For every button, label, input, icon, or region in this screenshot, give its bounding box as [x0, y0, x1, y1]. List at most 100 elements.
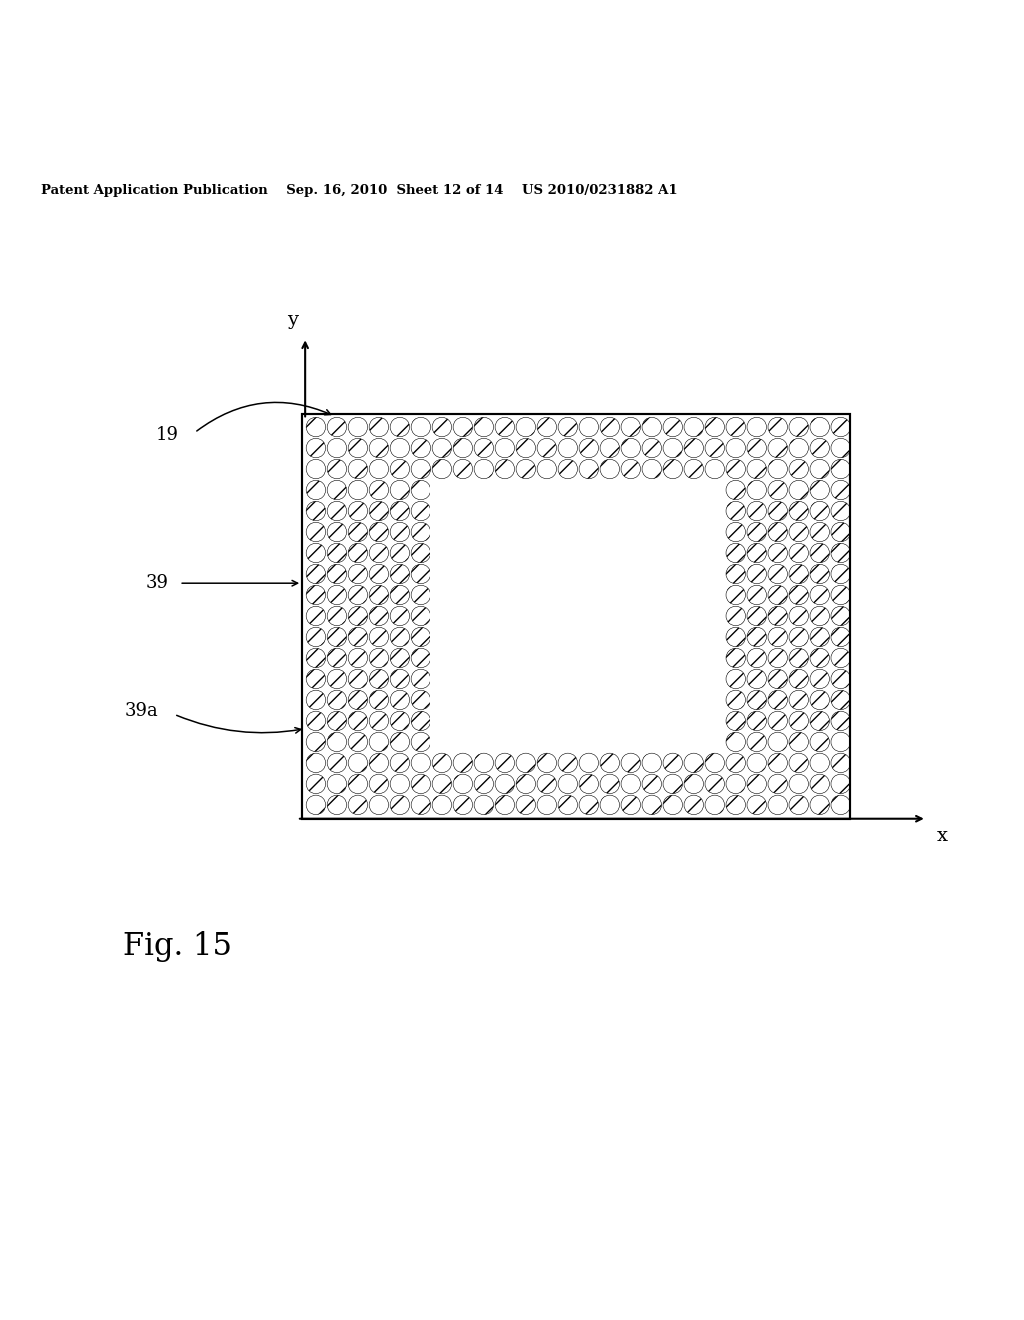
- Ellipse shape: [748, 459, 767, 479]
- Ellipse shape: [748, 648, 767, 668]
- Ellipse shape: [348, 438, 368, 458]
- Ellipse shape: [328, 648, 346, 668]
- Ellipse shape: [684, 438, 703, 458]
- Ellipse shape: [810, 711, 829, 731]
- Ellipse shape: [454, 459, 473, 479]
- Ellipse shape: [306, 690, 326, 710]
- Ellipse shape: [370, 648, 389, 668]
- Ellipse shape: [831, 459, 851, 479]
- Ellipse shape: [810, 459, 829, 479]
- Ellipse shape: [664, 774, 683, 793]
- Text: 39a: 39a: [125, 702, 159, 721]
- Ellipse shape: [748, 480, 767, 500]
- Ellipse shape: [726, 480, 745, 500]
- Text: y: y: [288, 312, 298, 329]
- Ellipse shape: [348, 459, 368, 479]
- Ellipse shape: [768, 711, 787, 731]
- Ellipse shape: [790, 502, 809, 520]
- Ellipse shape: [306, 606, 326, 626]
- Ellipse shape: [664, 754, 683, 772]
- Ellipse shape: [412, 480, 431, 500]
- Ellipse shape: [370, 733, 389, 751]
- Ellipse shape: [370, 544, 389, 562]
- Ellipse shape: [348, 544, 368, 562]
- Ellipse shape: [348, 417, 368, 437]
- Ellipse shape: [748, 690, 767, 710]
- Ellipse shape: [348, 523, 368, 541]
- Ellipse shape: [328, 585, 346, 605]
- Ellipse shape: [748, 774, 767, 793]
- Ellipse shape: [810, 606, 829, 626]
- Ellipse shape: [748, 733, 767, 751]
- Ellipse shape: [810, 564, 829, 583]
- Ellipse shape: [642, 795, 662, 814]
- Ellipse shape: [306, 627, 326, 647]
- Ellipse shape: [306, 754, 326, 772]
- Ellipse shape: [768, 754, 787, 772]
- Ellipse shape: [831, 523, 851, 541]
- Ellipse shape: [412, 733, 431, 751]
- Ellipse shape: [726, 502, 745, 520]
- Ellipse shape: [390, 480, 410, 500]
- Ellipse shape: [768, 438, 787, 458]
- Ellipse shape: [454, 438, 473, 458]
- Ellipse shape: [328, 459, 346, 479]
- Ellipse shape: [496, 754, 515, 772]
- Ellipse shape: [748, 711, 767, 731]
- Ellipse shape: [810, 502, 829, 520]
- Ellipse shape: [370, 459, 389, 479]
- Ellipse shape: [496, 417, 515, 437]
- Ellipse shape: [432, 459, 452, 479]
- Ellipse shape: [748, 523, 767, 541]
- Ellipse shape: [684, 754, 703, 772]
- Ellipse shape: [664, 417, 683, 437]
- Ellipse shape: [810, 733, 829, 751]
- Text: Patent Application Publication    Sep. 16, 2010  Sheet 12 of 14    US 2010/02318: Patent Application Publication Sep. 16, …: [41, 183, 678, 197]
- Ellipse shape: [748, 606, 767, 626]
- Ellipse shape: [432, 795, 452, 814]
- Ellipse shape: [558, 774, 578, 793]
- Ellipse shape: [600, 459, 620, 479]
- Ellipse shape: [790, 544, 809, 562]
- Ellipse shape: [810, 690, 829, 710]
- Ellipse shape: [432, 774, 452, 793]
- Ellipse shape: [390, 669, 410, 689]
- Ellipse shape: [706, 417, 725, 437]
- Ellipse shape: [684, 774, 703, 793]
- Ellipse shape: [306, 459, 326, 479]
- Ellipse shape: [831, 627, 851, 647]
- Ellipse shape: [390, 754, 410, 772]
- Ellipse shape: [790, 480, 809, 500]
- Ellipse shape: [306, 438, 326, 458]
- Ellipse shape: [642, 754, 662, 772]
- Ellipse shape: [454, 774, 473, 793]
- Ellipse shape: [580, 438, 599, 458]
- Ellipse shape: [370, 669, 389, 689]
- Ellipse shape: [516, 774, 536, 793]
- Ellipse shape: [642, 459, 662, 479]
- Ellipse shape: [496, 438, 515, 458]
- Ellipse shape: [390, 648, 410, 668]
- Ellipse shape: [390, 564, 410, 583]
- Ellipse shape: [454, 795, 473, 814]
- Ellipse shape: [454, 754, 473, 772]
- Ellipse shape: [516, 459, 536, 479]
- Ellipse shape: [306, 523, 326, 541]
- Ellipse shape: [328, 754, 346, 772]
- Ellipse shape: [790, 733, 809, 751]
- Ellipse shape: [348, 795, 368, 814]
- Ellipse shape: [790, 606, 809, 626]
- Ellipse shape: [370, 627, 389, 647]
- Text: 39: 39: [146, 574, 169, 593]
- Ellipse shape: [370, 564, 389, 583]
- Ellipse shape: [328, 417, 346, 437]
- Ellipse shape: [600, 438, 620, 458]
- Ellipse shape: [580, 754, 599, 772]
- Ellipse shape: [790, 459, 809, 479]
- Ellipse shape: [306, 711, 326, 731]
- Ellipse shape: [328, 523, 346, 541]
- Ellipse shape: [412, 795, 431, 814]
- Ellipse shape: [306, 480, 326, 500]
- Ellipse shape: [831, 438, 851, 458]
- Ellipse shape: [306, 417, 326, 437]
